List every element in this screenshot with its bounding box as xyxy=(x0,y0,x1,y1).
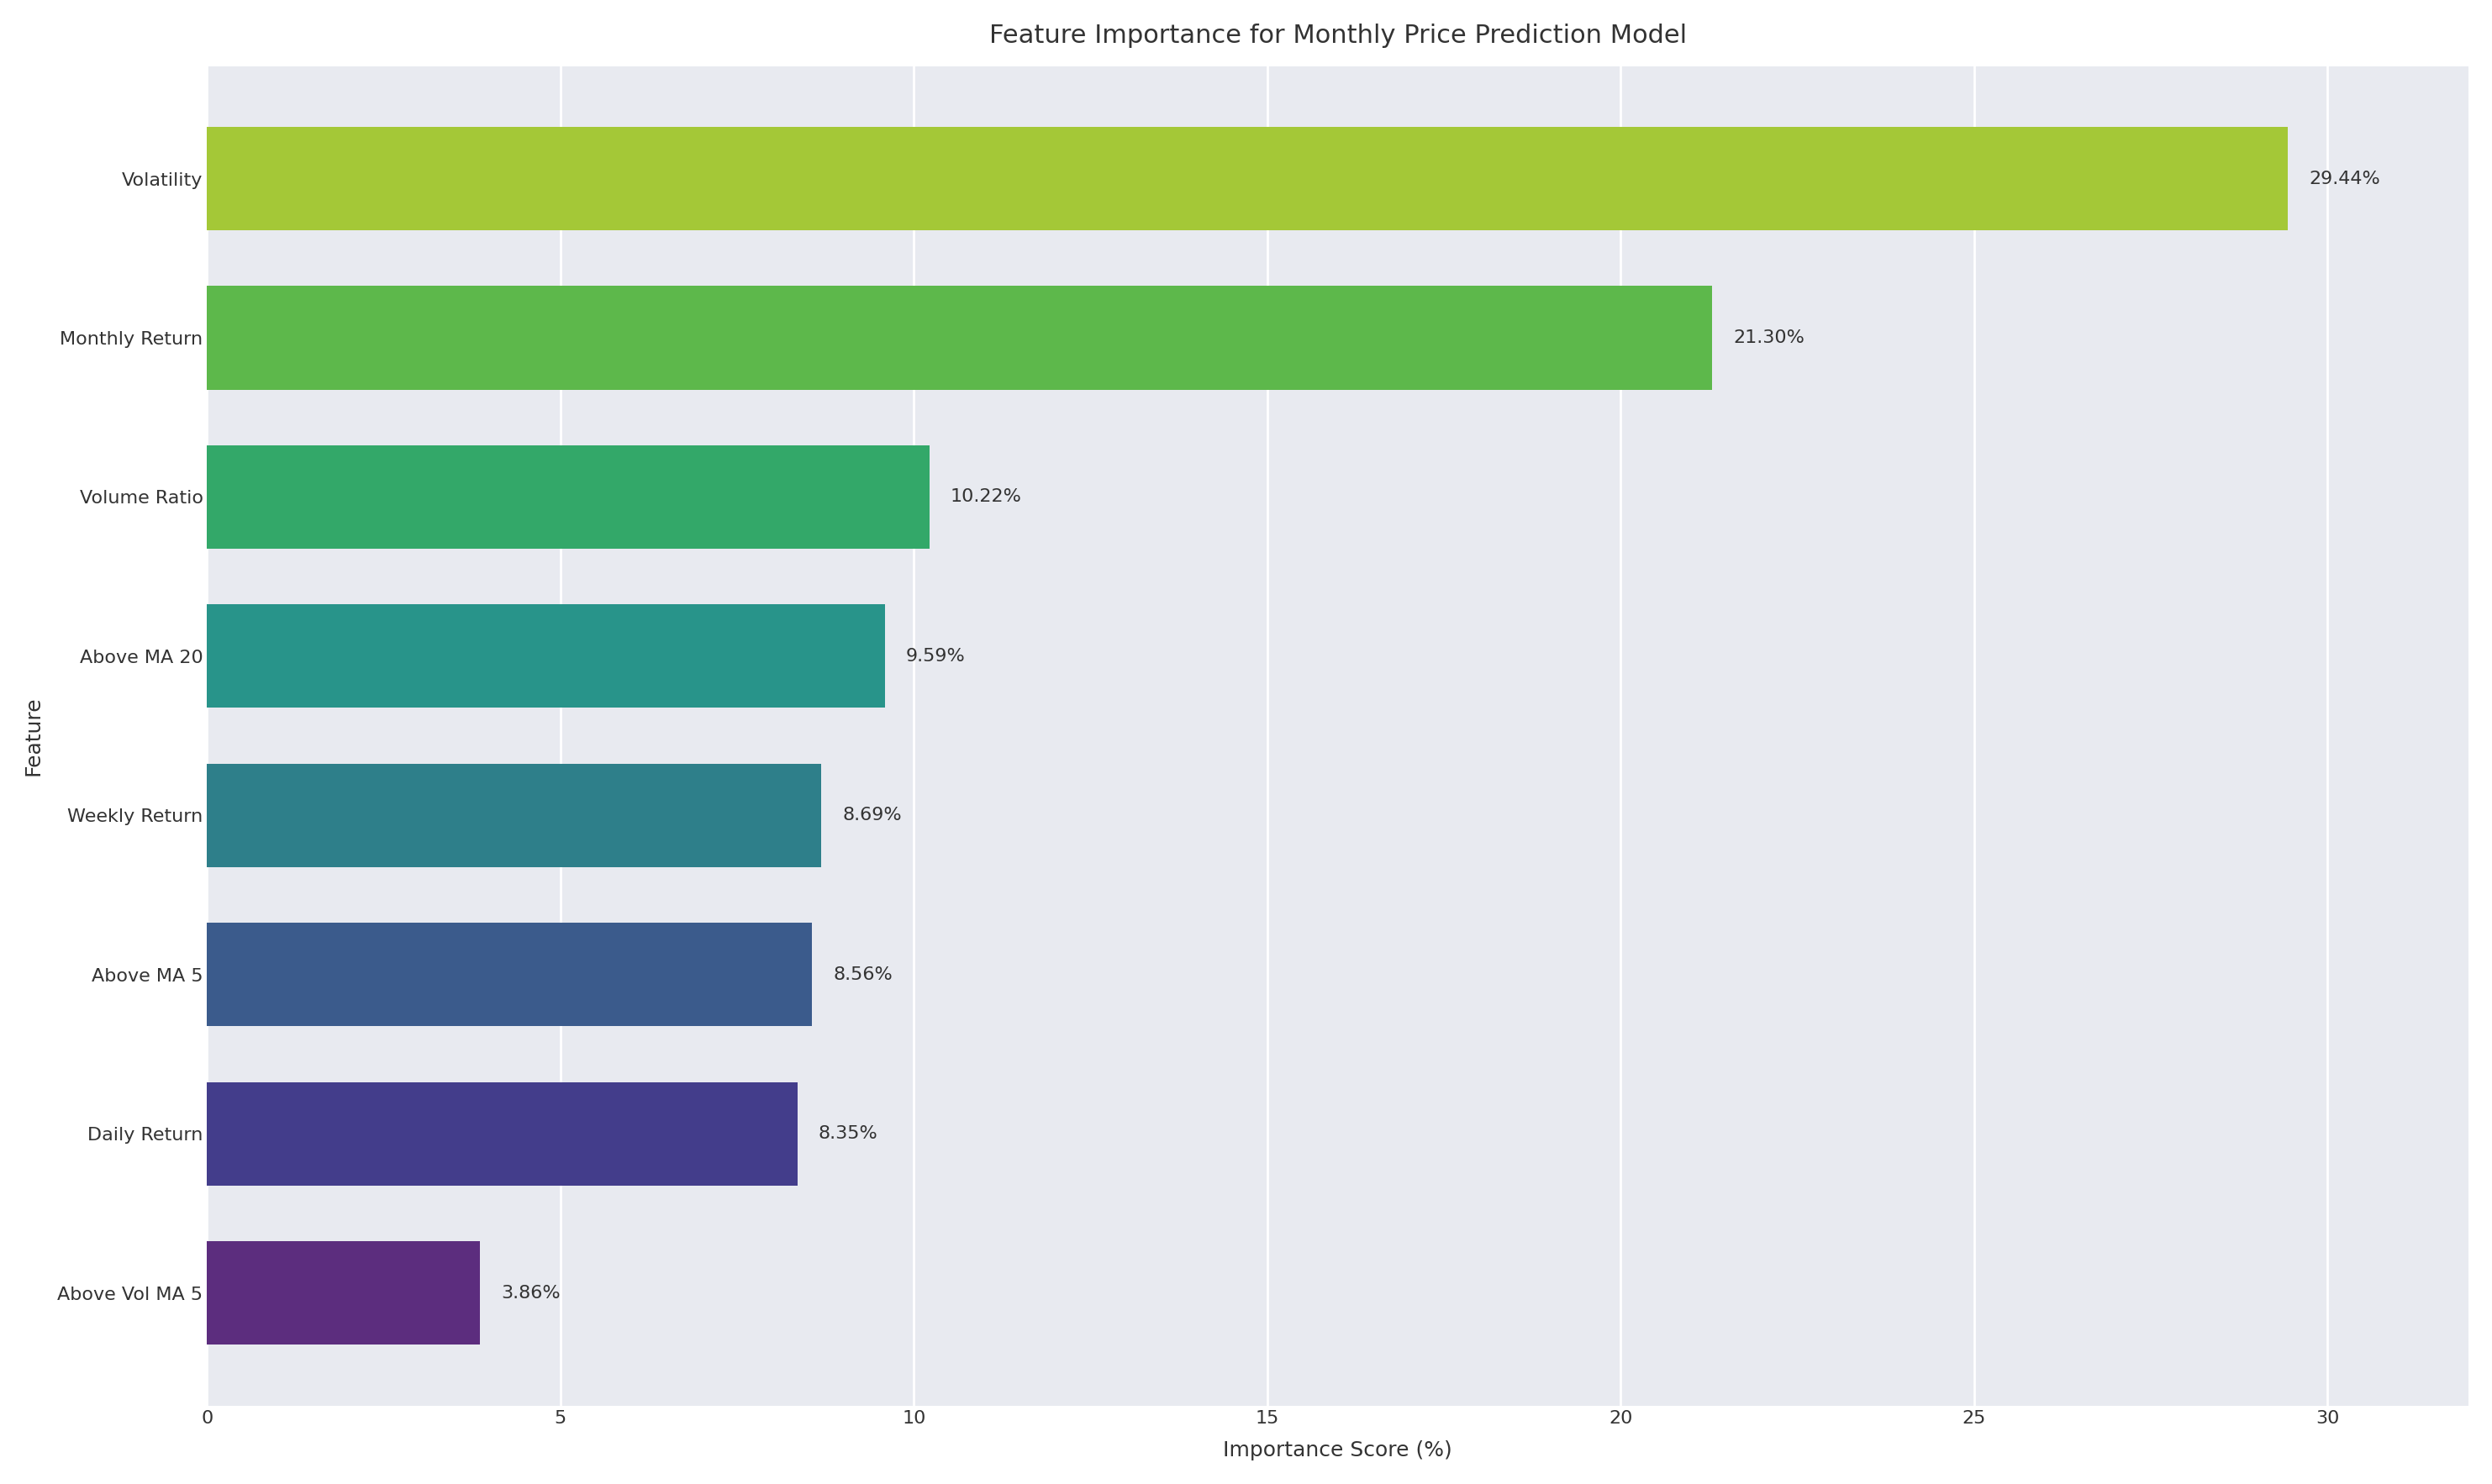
Text: 9.59%: 9.59% xyxy=(907,649,964,665)
Bar xyxy=(207,286,1712,390)
Bar xyxy=(207,604,885,708)
Text: 8.35%: 8.35% xyxy=(817,1125,877,1143)
Text: 3.86%: 3.86% xyxy=(501,1285,561,1301)
X-axis label: Importance Score (%): Importance Score (%) xyxy=(1224,1441,1453,1460)
Text: 29.44%: 29.44% xyxy=(2310,171,2380,187)
Title: Feature Importance for Monthly Price Prediction Model: Feature Importance for Monthly Price Pre… xyxy=(989,24,1687,47)
Bar xyxy=(207,445,930,549)
Bar xyxy=(207,1082,797,1186)
Y-axis label: Feature: Feature xyxy=(22,696,42,776)
Text: 21.30%: 21.30% xyxy=(1734,329,1804,346)
Text: 10.22%: 10.22% xyxy=(949,488,1022,506)
Bar xyxy=(207,764,822,867)
Text: 8.56%: 8.56% xyxy=(832,966,892,982)
Text: 8.69%: 8.69% xyxy=(842,807,902,824)
Bar xyxy=(207,923,812,1027)
Bar xyxy=(207,1241,481,1345)
Bar xyxy=(207,128,2288,230)
